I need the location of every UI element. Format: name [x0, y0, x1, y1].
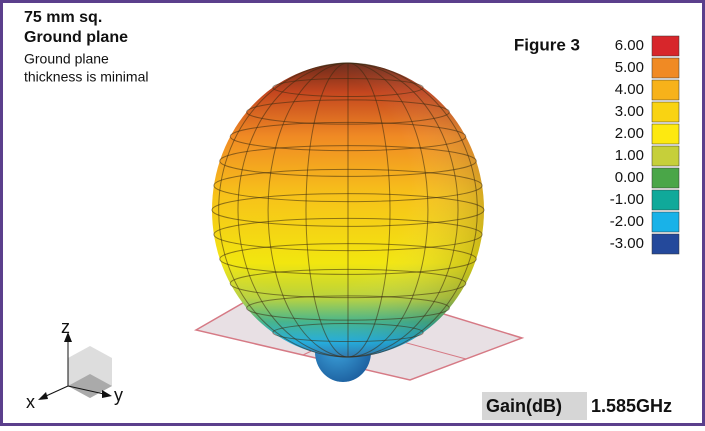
legend-label: -2.00	[610, 213, 644, 230]
gain-label: Gain(dB)	[486, 396, 562, 416]
legend-swatch	[652, 168, 679, 188]
legend-swatch	[652, 36, 679, 56]
axis-label: y	[114, 385, 123, 405]
legend-label: 0.00	[615, 169, 644, 186]
legend-label: 5.00	[615, 59, 644, 76]
legend-label: 2.00	[615, 125, 644, 142]
note: Ground plane	[24, 51, 109, 67]
legend-swatch	[652, 146, 679, 166]
legend-label: 3.00	[615, 103, 644, 120]
legend-swatch	[652, 190, 679, 210]
legend-swatch	[652, 58, 679, 78]
legend-label: 1.00	[615, 147, 644, 164]
frequency: 1.585GHz	[591, 396, 672, 416]
title: Ground plane	[24, 29, 128, 46]
legend-label: -3.00	[610, 235, 644, 252]
title: 75 mm sq.	[24, 9, 102, 26]
legend-swatch	[652, 212, 679, 232]
legend-label: 4.00	[615, 81, 644, 98]
legend-swatch	[652, 80, 679, 100]
radiation-pattern	[212, 63, 484, 357]
legend-swatch	[652, 124, 679, 144]
axis-label: z	[61, 317, 70, 337]
legend-swatch	[652, 234, 679, 254]
legend-label: 6.00	[615, 37, 644, 54]
legend-swatch	[652, 102, 679, 122]
note: thickness is minimal	[24, 69, 148, 85]
figure-label: Figure 3	[514, 35, 580, 54]
axis-label: x	[26, 392, 35, 412]
legend-label: -1.00	[610, 191, 644, 208]
